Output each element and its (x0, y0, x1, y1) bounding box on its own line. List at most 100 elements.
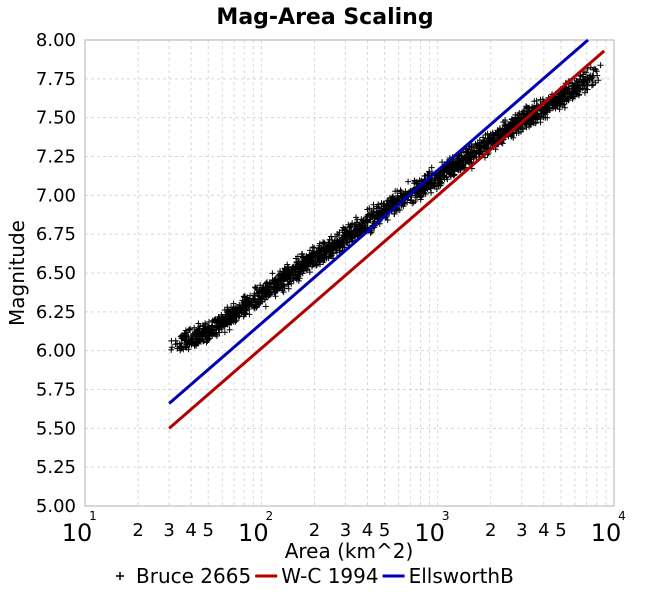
x-tick-label-minor: 3 (340, 520, 351, 541)
y-tick-label: 7.50 (36, 108, 76, 129)
scatter-point (293, 259, 300, 265)
x-tick-label-major: 10 (62, 519, 93, 547)
scatter-point (513, 130, 520, 137)
scatter-point (342, 226, 349, 233)
scatter-point (457, 167, 464, 173)
scatter-point (306, 269, 313, 276)
scatter-point (209, 319, 216, 325)
scatter-point (215, 314, 222, 320)
scatter-point (364, 218, 370, 225)
scatter-point (189, 340, 196, 347)
scatter-point (480, 134, 486, 141)
scatter-point (367, 216, 374, 223)
scatter-point (378, 200, 385, 207)
scatter-point (466, 158, 472, 165)
series-line-ellsworthb (168, 38, 589, 405)
scatter-point (281, 283, 288, 290)
scatter-point (497, 131, 504, 138)
scatter-point (191, 324, 198, 331)
scatter-point (550, 102, 557, 109)
y-tick-label: 5.25 (36, 457, 76, 478)
scatter-point (285, 281, 292, 288)
scatter-point (412, 192, 419, 199)
scatter-point (473, 142, 480, 149)
series-line-w-c-1994 (168, 49, 606, 430)
scatter-point (433, 186, 440, 192)
scatter-point (589, 78, 596, 84)
scatter-point (476, 137, 483, 144)
scatter-point (417, 193, 424, 200)
scatter-point (295, 277, 302, 284)
scatter-point (502, 118, 509, 125)
scatter-point (494, 127, 501, 134)
scatter-point (511, 116, 518, 123)
scatter-point (376, 213, 382, 220)
scatter-point (498, 128, 505, 135)
plot-area-frame (84, 39, 615, 507)
scatter-point (439, 159, 446, 166)
scatter-point (224, 321, 231, 328)
scatter-point (477, 143, 483, 150)
scatter-point (341, 233, 348, 240)
scatter-point (590, 72, 597, 79)
scatter-point (441, 169, 448, 176)
scatter-point (221, 307, 228, 313)
scatter-point (312, 260, 319, 266)
scatter-point (454, 160, 460, 167)
scatter-point (255, 292, 262, 299)
scatter-point (556, 100, 563, 107)
scatter-point (221, 329, 228, 336)
scatter-point (200, 338, 207, 345)
y-tick-label: 5.00 (36, 496, 76, 517)
y-axis-ticks: 5.00 5.25 5.50 5.75 6.00 6.25 6.50 6.75 7.00 7.25… (36, 30, 76, 517)
scatter-point (556, 95, 563, 102)
scatter-point (315, 249, 322, 256)
x-tick-label-minor: 5 (555, 520, 566, 541)
x-axis-label: Area (km^2) (285, 539, 414, 563)
scatter-point (435, 182, 442, 189)
scatter-point (353, 214, 359, 221)
scatter-point (411, 178, 418, 185)
scatter-point (405, 178, 412, 185)
scatter-point (317, 258, 324, 265)
scatter-point (366, 205, 373, 212)
scatter-point (559, 102, 566, 108)
scatter-point (296, 271, 303, 278)
scatter-point (251, 305, 258, 312)
scatter-point (193, 342, 200, 349)
scatter-point (241, 309, 248, 316)
scatter-point (392, 199, 399, 206)
scatter-point (562, 96, 569, 102)
scatter-point (305, 256, 312, 263)
scatter-point (183, 342, 190, 348)
scatter-point (552, 94, 559, 101)
scatter-point (270, 286, 277, 293)
scatter-point (564, 95, 571, 102)
legend-entry-label: Bruce 2665 (136, 564, 251, 588)
scatter-point (566, 91, 573, 98)
x-tick-label-minor: 4 (185, 520, 196, 541)
scatter-point (532, 119, 539, 126)
scatter-point (186, 326, 192, 333)
y-tick-label: 7.00 (36, 185, 76, 206)
scatter-point (569, 85, 576, 92)
scatter-point (285, 270, 292, 277)
scatter-point (279, 272, 286, 279)
scatter-point (308, 251, 315, 258)
scatter-point (244, 303, 251, 310)
scatter-point (334, 238, 341, 244)
scatter-point (460, 161, 467, 168)
scatter-point (168, 346, 175, 353)
scatter-point (316, 252, 323, 259)
scatter-point (397, 192, 404, 199)
scatter-point (178, 340, 185, 346)
scatter-point (520, 111, 527, 118)
scatter-point (293, 274, 300, 281)
scatter-point (230, 300, 237, 307)
scatter-point (423, 184, 430, 191)
scatter-point (544, 102, 551, 109)
scatter-point (384, 198, 391, 205)
scatter-point (323, 249, 330, 256)
scatter-point (595, 77, 602, 84)
x-tick-label-minor: 2 (132, 520, 143, 541)
